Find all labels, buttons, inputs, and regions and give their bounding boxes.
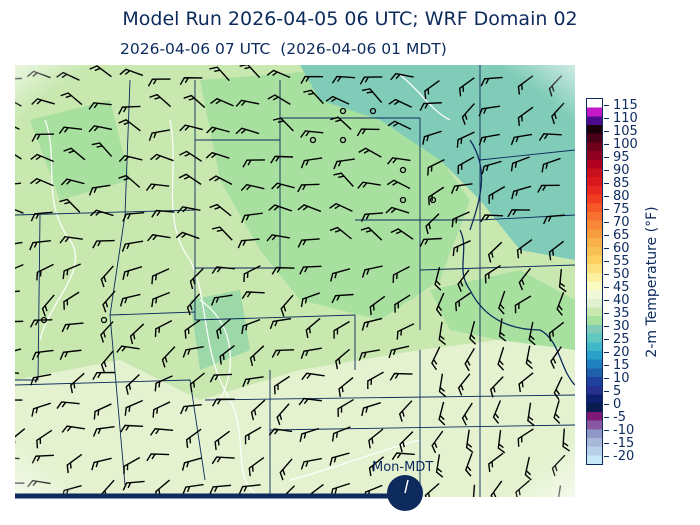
colorbar-tick-label: 80 <box>604 190 630 203</box>
page-title: Model Run 2026-04-05 06 UTC; WRF Domain … <box>122 8 578 30</box>
colorbar-tick-label: 55 <box>604 255 630 268</box>
colorbar-tick-label: 115 <box>604 99 638 112</box>
colorbar <box>586 98 603 465</box>
colorbar-tick-label: 90 <box>604 164 630 177</box>
map-field <box>15 65 575 497</box>
colorbar-tick-label: 85 <box>604 177 630 190</box>
colorbar-tick-label: 20 <box>604 346 630 359</box>
colorbar-label: 2-m Temperature (°F) <box>644 206 660 358</box>
colorbar-tick-label: 40 <box>604 294 630 307</box>
colorbar-tick-label: 95 <box>604 151 630 164</box>
timeline-day-label: Mon-MDT <box>372 460 434 475</box>
colorbar-tick-label: 35 <box>604 307 630 320</box>
colorbar-tick-label: 65 <box>604 229 630 242</box>
colorbar-tick-label: 30 <box>604 320 630 333</box>
colorbar-tick-label: 110 <box>604 112 638 125</box>
colorbar-tick-label: 25 <box>604 333 630 346</box>
colorbar-tick-label: -15 <box>604 437 634 450</box>
colorbar-tick-label: 105 <box>604 125 638 138</box>
colorbar-tick-label: 100 <box>604 138 638 151</box>
valid-time-subtitle: 2026-04-06 07 UTC (2026-04-06 01 MDT) <box>120 40 447 58</box>
colorbar-tick-label: 75 <box>604 203 630 216</box>
colorbar-tick-label: 10 <box>604 372 630 385</box>
colorbar-tick-label: 0 <box>604 398 621 411</box>
colorbar-tick-label: -20 <box>604 450 634 463</box>
colorbar-tick-label: 50 <box>604 268 630 281</box>
edge-fade <box>15 65 575 497</box>
colorbar-tick-label: 15 <box>604 359 630 372</box>
clock-hand <box>404 479 409 494</box>
colorbar-tick-label: 5 <box>604 385 621 398</box>
colorbar-tick-label: 60 <box>604 242 630 255</box>
colorbar-tick-label: -5 <box>604 411 626 424</box>
colorbar-tick-label: 70 <box>604 216 630 229</box>
colorbar-tick-label: -10 <box>604 424 634 437</box>
colorbar-tick-label: 45 <box>604 281 630 294</box>
